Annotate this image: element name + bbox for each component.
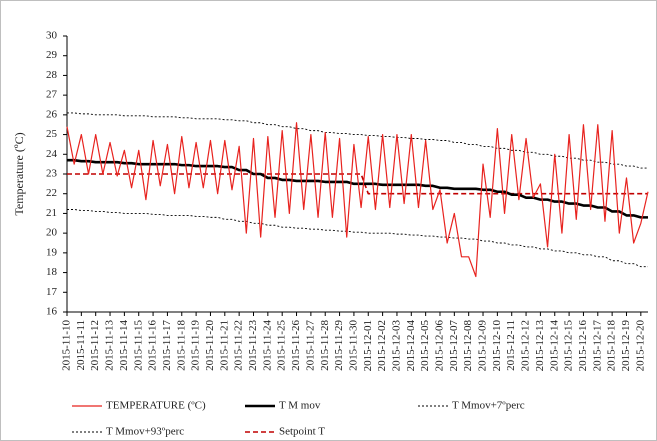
legend-label: T M mov — [279, 400, 321, 412]
y-tick-label: 29 — [46, 49, 58, 61]
x-tick-label: 2015-12-19 — [620, 320, 632, 372]
y-tick-label: 16 — [46, 306, 58, 318]
y-tick-label: 30 — [46, 30, 58, 42]
x-tick-label: 2015-11-14 — [118, 320, 130, 371]
x-tick-label: 2015-12-14 — [548, 320, 560, 372]
x-tick-label: 2015-12-08 — [462, 320, 474, 372]
x-tick-label: 2015-11-19 — [190, 320, 202, 371]
x-tick-label: 2015-11-12 — [89, 320, 101, 371]
x-tick-label: 2015-12-16 — [577, 320, 589, 372]
y-tick-label: 24 — [46, 148, 58, 160]
x-tick-label: 2015-11-27 — [304, 320, 316, 371]
y-tick-label: 25 — [46, 128, 58, 140]
x-tick-label: 2015-11-21 — [218, 320, 230, 371]
series-line — [66, 122, 649, 278]
x-tick-label: 2015-11-28 — [319, 320, 331, 371]
series-line — [67, 112, 648, 169]
x-tick-label: 2015-11-24 — [261, 320, 273, 371]
x-tick-label: 2015-11-29 — [333, 320, 345, 371]
x-tick-label: 2015-11-23 — [247, 320, 259, 371]
y-tick-label: 19 — [46, 246, 58, 258]
series-line — [67, 209, 648, 268]
x-tick-label: 2015-12-07 — [448, 320, 460, 372]
y-tick-label: 17 — [46, 286, 58, 298]
x-tick-label: 2015-12-20 — [634, 320, 646, 372]
y-tick-label: 27 — [46, 89, 58, 101]
x-tick-label: 2015-11-18 — [175, 320, 187, 371]
x-tick-label: 2015-12-06 — [434, 320, 446, 372]
x-tick-label: 2015-12-04 — [405, 320, 417, 372]
legend-label: T Mmov+93ºperc — [106, 426, 184, 438]
x-tick-label: 2015-11-13 — [104, 320, 116, 371]
x-tick-label: 2015-11-15 — [132, 320, 144, 371]
x-tick-label: 2015-12-15 — [563, 320, 575, 372]
x-tick-label: 2015-12-11 — [505, 320, 517, 371]
x-tick-label: 2015-12-18 — [606, 320, 618, 372]
x-tick-label: 2015-12-02 — [376, 320, 388, 371]
y-tick-label: 26 — [46, 108, 58, 120]
legend-label: Setpoint T — [279, 426, 325, 438]
x-tick-label: 2015-12-05 — [419, 320, 431, 372]
x-tick-label: 2015-11-16 — [147, 320, 159, 371]
x-tick-label: 2015-12-17 — [591, 320, 603, 372]
x-tick-label: 2015-11-30 — [347, 320, 359, 371]
x-tick-label: 2015-11-17 — [161, 320, 173, 371]
x-tick-label: 2015-11-22 — [233, 320, 245, 371]
y-tick-label: 28 — [46, 69, 58, 81]
legend-label: T Mmov+7ºperc — [452, 400, 525, 412]
x-tick-label: 2015-11-25 — [276, 320, 288, 371]
y-tick-label: 21 — [46, 207, 57, 219]
y-axis-label: Temperature (ºC) — [12, 132, 26, 215]
y-tick-label: 23 — [46, 168, 58, 180]
x-tick-label: 2015-11-11 — [75, 320, 87, 371]
x-tick-label: 2015-12-09 — [477, 320, 489, 372]
y-tick-label: 20 — [46, 227, 58, 239]
x-tick-label: 2015-12-13 — [534, 320, 546, 372]
x-tick-label: 2015-11-10 — [61, 320, 73, 371]
y-tick-label: 22 — [46, 187, 57, 199]
x-tick-label: 2015-11-26 — [290, 320, 302, 371]
legend-label: TEMPERATURE (ºC) — [106, 400, 206, 412]
x-tick-label: 2015-12-10 — [491, 320, 503, 372]
x-tick-label: 2015-12-03 — [390, 320, 402, 372]
x-tick-label: 2015-11-20 — [204, 320, 216, 371]
x-tick-label: 2015-12-12 — [520, 320, 532, 371]
x-tick-label: 2015-12-01 — [362, 320, 374, 371]
y-tick-label: 18 — [46, 266, 58, 278]
